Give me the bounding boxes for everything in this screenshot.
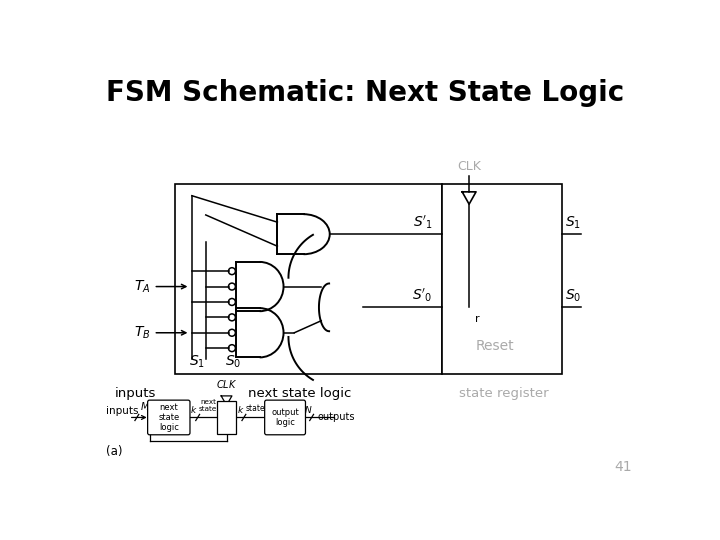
Text: $S'_0$: $S'_0$ [413,287,433,304]
Text: $S_1$: $S_1$ [189,353,205,370]
Text: outputs: outputs [318,413,355,422]
Text: r: r [475,314,480,324]
Text: $S'_1$: $S'_1$ [413,213,433,231]
FancyBboxPatch shape [265,400,305,435]
Text: output
logic: output logic [271,408,299,427]
Bar [442,184,562,374]
Text: $CLK$: $CLK$ [216,378,237,390]
Text: $k$: $k$ [191,404,198,415]
Text: next state logic: next state logic [248,387,351,400]
Text: inputs: inputs [115,387,156,400]
Text: next
state
logic: next state logic [158,402,179,433]
Text: $T_B$: $T_B$ [134,325,150,341]
Text: $S_0$: $S_0$ [565,288,582,304]
Text: CLK: CLK [457,160,481,173]
Text: 41: 41 [615,461,632,475]
Text: $M$: $M$ [140,400,150,412]
Text: $S_1$: $S_1$ [565,215,582,231]
Bar [175,184,442,374]
Text: $T_A$: $T_A$ [134,278,150,295]
Text: $N$: $N$ [304,404,312,415]
Text: inputs: inputs [106,406,138,416]
Text: $S_0$: $S_0$ [225,353,241,370]
Text: next
state: next state [199,399,217,412]
Bar [217,401,235,434]
Text: state register: state register [459,387,549,400]
FancyBboxPatch shape [148,400,190,435]
Text: state: state [246,404,265,413]
Text: FSM Schematic: Next State Logic: FSM Schematic: Next State Logic [106,79,624,107]
Text: $k$: $k$ [237,404,244,415]
Text: (a): (a) [106,445,122,458]
Text: Reset: Reset [475,339,514,353]
